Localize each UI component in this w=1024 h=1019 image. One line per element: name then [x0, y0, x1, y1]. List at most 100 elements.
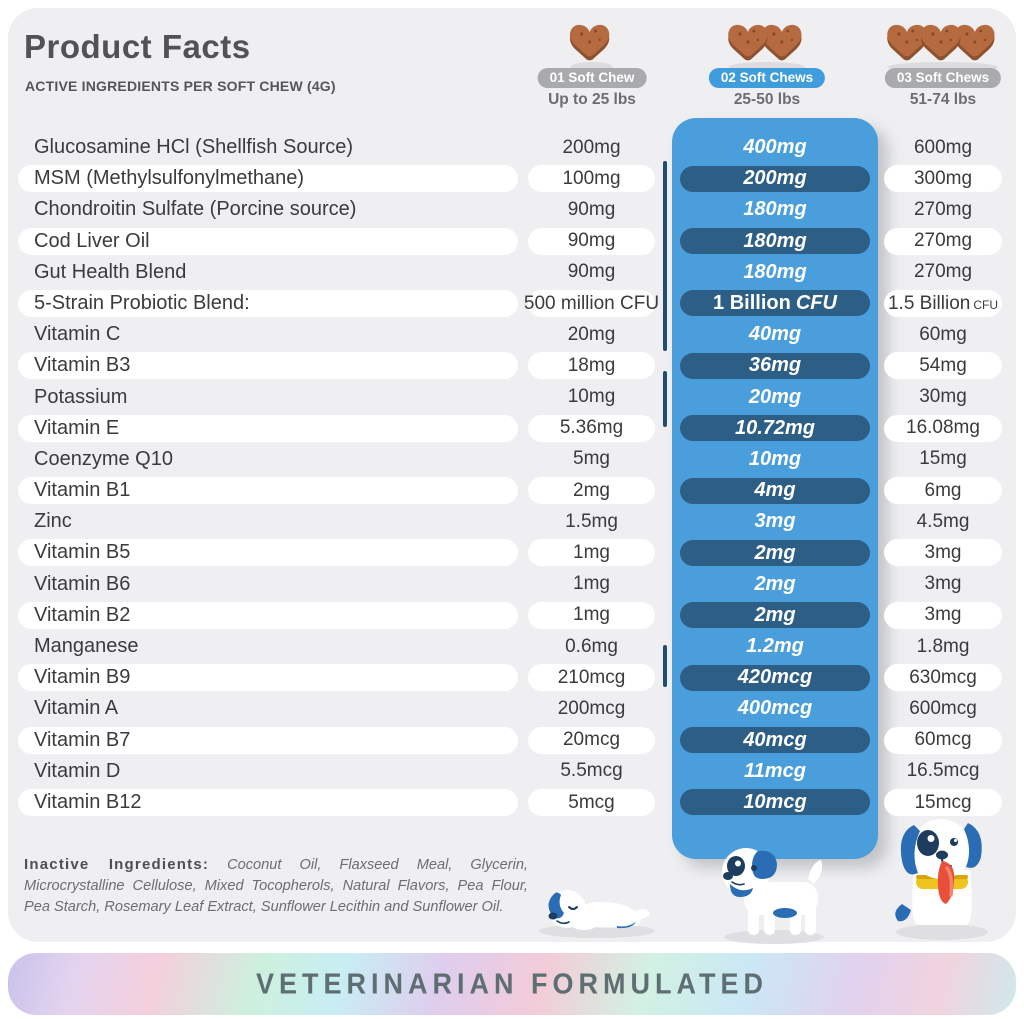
col1-value-pill	[528, 539, 655, 567]
table-row: Vitamin E 5.36mg 10.72mg 16.08mg	[18, 413, 1006, 444]
row-highlight-pill	[18, 788, 518, 816]
col2-value: 40mg	[748, 323, 802, 346]
ingredient-label: Glucosamine HCl (Shellfish Source)	[34, 136, 354, 158]
table-row: Vitamin A 200mcg 400mcg 600mcg	[18, 693, 1006, 724]
ingredient-label: Vitamin E	[34, 416, 120, 439]
row-highlight-pill	[18, 601, 518, 629]
col1-value: 10mg	[567, 386, 616, 408]
col1-value: 5.36mg	[559, 417, 624, 439]
col2-value: 180mg	[743, 260, 807, 283]
table-row: Potassium 10mg 20mg 30mg	[18, 382, 1006, 413]
ingredient-label: Vitamin B3	[34, 354, 131, 377]
col1-value-pill	[528, 664, 655, 692]
col2-value: 1 Billion CFU	[713, 292, 837, 315]
soft-chew-icon	[885, 16, 1001, 72]
col2-value: 180mg	[743, 198, 807, 221]
ingredient-label: Manganese	[34, 635, 139, 657]
product-facts-card: Product Facts ACTIVE INGREDIENTS PER SOF…	[8, 8, 1016, 944]
page-title: Product Facts	[24, 28, 251, 65]
table-row: Vitamin B9 210mcg 420mcg 630mcg	[18, 662, 1006, 693]
col1-value: 100mg	[562, 167, 621, 189]
col1-value: 5mcg	[568, 791, 615, 813]
ingredient-label: Vitamin B7	[34, 728, 131, 751]
col2-value-pill	[680, 477, 870, 504]
col1-value: 18mg	[567, 354, 616, 376]
col3-value: 16.08mg	[906, 417, 980, 439]
col1-value: 90mg	[567, 261, 616, 283]
table-row: Vitamin B2 1mg 2mg 3mg	[18, 600, 1006, 631]
col3-value: 3mg	[924, 573, 962, 595]
soft-chew-icon	[726, 16, 808, 72]
col3-value: 270mg	[913, 261, 973, 283]
table-row: Vitamin C 20mg 40mg 60mg	[18, 319, 1006, 350]
ingredient-label: Vitamin B1	[34, 479, 131, 502]
col1-value: 1mg	[573, 604, 610, 626]
row-highlight-pill	[18, 726, 518, 754]
col2-value: 2mg	[754, 572, 796, 595]
row-highlight-pill	[18, 414, 518, 442]
col3-value-pill	[884, 726, 1002, 754]
col3-value: 54mg	[919, 354, 967, 376]
inactive-ingredients-list: Coconut Oil, Flaxseed Meal, Glycerin, Mi…	[24, 857, 528, 916]
ingredient-label: Vitamin C	[34, 323, 121, 346]
table-row: Manganese 0.6mg 1.2mg 1.8mg	[18, 631, 1006, 662]
col3-value: 3mg	[924, 542, 962, 564]
col1-value: 5.5mcg	[560, 760, 623, 782]
col2-value-pill	[680, 727, 870, 754]
col3-value: 15mcg	[914, 791, 972, 813]
table-row: Vitamin B3 18mg 36mg 54mg	[18, 350, 1006, 381]
col2-value: 1.2mg	[746, 635, 804, 658]
ingredient-label: Vitamin B9	[34, 666, 131, 689]
col3-value: 600mg	[913, 136, 973, 158]
veterinarian-formulated-banner: VETERINARIAN FORMULATED	[8, 953, 1016, 1015]
col1-value-pill	[528, 601, 655, 629]
col1-value-pill	[528, 227, 655, 255]
col2-value: 11mcg	[744, 759, 806, 782]
ingredient-label: Chondroitin Sulfate (Porcine source)	[34, 198, 357, 221]
table-row: Cod Liver Oil 90mg 180mg 270mg	[18, 226, 1006, 257]
ingredient-label: Coenzyme Q10	[34, 447, 173, 470]
ingredient-label: Cod Liver Oil	[34, 229, 150, 252]
col2-value-pill	[680, 290, 870, 317]
col1-value-pill	[528, 477, 655, 505]
weight-range-label: Up to 25 lbs	[548, 91, 636, 108]
row-highlight-pill	[18, 165, 518, 193]
col2-value-pill	[680, 539, 870, 566]
col2-value: 10mcg	[743, 791, 807, 814]
ingredient-label: Vitamin B12	[34, 790, 142, 813]
ingredient-label: MSM (Methylsulfonylmethane)	[34, 167, 305, 190]
row-highlight-pill	[18, 664, 518, 692]
ingredient-label: Zinc	[34, 510, 72, 533]
table-row: Vitamin B1 2mg 4mg 6mg	[18, 475, 1006, 506]
col2-value: 200mg	[743, 167, 807, 190]
col3-value: 15mg	[919, 448, 967, 470]
col3-value-pill	[884, 601, 1002, 629]
ingredients-table: Glucosamine HCl (Shellfish Source) 200mg 4…	[18, 132, 1006, 818]
col3-value: 16.5mcg	[906, 760, 980, 782]
ingredient-label: Gut Health Blend	[34, 260, 187, 283]
col1-value: 200mcg	[557, 697, 626, 719]
column-header-3-chews: 03 Soft Chews 51-74 lbs	[884, 16, 1002, 109]
col2-value: 20mg	[748, 385, 802, 408]
col3-value: 1.5 Billion CFU	[887, 292, 999, 314]
table-row: Glucosamine HCl (Shellfish Source) 200mg 4…	[18, 132, 1006, 163]
col3-value: 300mg	[913, 167, 973, 189]
col3-value: 60mg	[919, 323, 967, 345]
col3-value: 60mcg	[914, 729, 972, 751]
table-row: Vitamin D 5.5mcg 11mcg 16.5mcg	[18, 756, 1006, 787]
sitting-dog-illustration	[895, 819, 988, 940]
col2-value: 36mg	[748, 354, 802, 377]
col1-value: 200mg	[562, 136, 621, 158]
col2-value-pill	[680, 415, 870, 442]
col3-value: 270mg	[913, 198, 973, 220]
row-highlight-pill	[18, 539, 518, 567]
weight-range-label: 25-50 lbs	[733, 91, 801, 108]
badge-01-soft-chew: 01 Soft Chew	[537, 68, 647, 88]
row-highlight-pill	[18, 477, 518, 505]
col1-value: 5mg	[573, 448, 610, 470]
ingredient-label: Vitamin D	[34, 759, 121, 782]
badge-03-soft-chews: 03 Soft Chews	[884, 68, 1002, 88]
col1-value-pill	[528, 788, 655, 816]
col1-value-pill	[528, 414, 655, 442]
col2-value-pill	[680, 228, 870, 255]
